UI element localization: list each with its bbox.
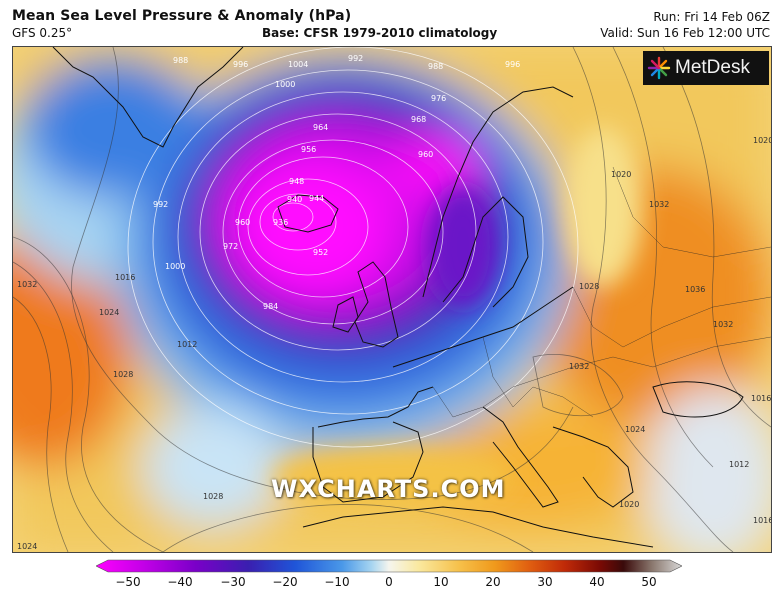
isobar-labels: 988 996 1004 1000 992 988 976 996 964 96…: [17, 54, 771, 551]
colorbar-ticks: −50 −40 −30 −20 −10 0 10 20 30 40 50: [96, 575, 682, 591]
isobar-label: 972: [223, 242, 238, 251]
isobar-label: 992: [348, 54, 363, 63]
colorbar-tick: −10: [324, 575, 350, 589]
pressure-anomaly-map: 988 996 1004 1000 992 988 976 996 964 96…: [12, 46, 772, 553]
isobar-label: 1032: [649, 200, 669, 209]
isobar-label: 1024: [99, 308, 119, 317]
isobar-label: 1032: [17, 280, 37, 289]
metdesk-logo-text: MetDesk: [675, 57, 750, 78]
isobar-label: 1032: [713, 320, 733, 329]
colorbar-tick: 10: [433, 575, 449, 589]
metdesk-burst-icon: [647, 56, 671, 80]
isobar-label: 952: [313, 248, 328, 257]
isobar-label: 1024: [17, 542, 37, 551]
colorbar-tick: 0: [385, 575, 393, 589]
isobar-label: 1020: [619, 500, 639, 509]
isobar-label: 1036: [685, 285, 705, 294]
run-label: Run: Fri 14 Feb 06Z: [653, 10, 770, 24]
header-right: Run: Fri 14 Feb 06Z Valid: Sun 16 Feb 12…: [600, 9, 770, 41]
anomaly-detail: [273, 127, 643, 507]
isobar-label: 1020: [753, 136, 771, 145]
metdesk-logo: MetDesk: [643, 51, 769, 85]
borders: [432, 166, 771, 418]
isobar-label: 1028: [113, 370, 133, 379]
isobars-low: [127, 47, 579, 448]
colorbar-tick: 40: [589, 575, 605, 589]
map-canvas: 988 996 1004 1000 992 988 976 996 964 96…: [13, 47, 771, 552]
isobar-label: 1000: [275, 80, 295, 89]
isobar-label: 964: [313, 123, 328, 132]
isobar-label: 1024: [625, 425, 645, 434]
wxcharts-watermark: WXCHARTS.COM: [271, 475, 506, 503]
isobar-label: 936: [273, 218, 288, 227]
isobar-label: 996: [233, 60, 248, 69]
isobar-label: 1012: [729, 460, 749, 469]
isobar-label: 1004: [288, 60, 308, 69]
valid-label: Valid: Sun 16 Feb 12:00 UTC: [600, 26, 770, 40]
isobar-label: 956: [301, 145, 316, 154]
isobar-label: 988: [428, 62, 443, 71]
isobar-label: 1028: [579, 282, 599, 291]
isobar-label: 948: [289, 177, 304, 186]
base-climatology-label: Base: CFSR 1979-2010 climatology: [262, 26, 498, 40]
isobar-label: 960: [235, 218, 250, 227]
isobar-label: 1020: [611, 170, 631, 179]
isobar-label: 992: [153, 200, 168, 209]
isobar-label: 968: [411, 115, 426, 124]
colorbar-tick: −20: [272, 575, 298, 589]
anomaly-colorbar: [96, 559, 682, 573]
isobar-label: 996: [505, 60, 520, 69]
isobar-label: 940: [287, 195, 302, 204]
colorbar-tick: −30: [220, 575, 246, 589]
isobar-label: 1016: [115, 273, 135, 282]
isobar-label: 984: [263, 302, 278, 311]
isobar-label: 1016: [751, 394, 771, 403]
colorbar-tick: 30: [537, 575, 553, 589]
isobar-label: 1012: [177, 340, 197, 349]
isobar-label: 1016: [753, 516, 771, 525]
isobars-high: [13, 47, 771, 552]
colorbar-tick: −40: [167, 575, 193, 589]
map-title: Mean Sea Level Pressure & Anomaly (hPa): [12, 8, 352, 24]
isobar-label: 976: [431, 94, 446, 103]
isobar-label: 988: [173, 56, 188, 65]
header-left: Mean Sea Level Pressure & Anomaly (hPa) …: [12, 8, 351, 40]
colorbar-tick: 20: [485, 575, 501, 589]
colorbar-tick: 50: [641, 575, 657, 589]
isobar-label: 960: [418, 150, 433, 159]
isobar-label: 1028: [203, 492, 223, 501]
isobar-label: 1032: [569, 362, 589, 371]
colorbar-tick: −50: [115, 575, 141, 589]
isobar-label: 1000: [165, 262, 185, 271]
isobar-label: 944: [309, 194, 324, 203]
model-label: GFS 0.25°: [12, 26, 73, 40]
